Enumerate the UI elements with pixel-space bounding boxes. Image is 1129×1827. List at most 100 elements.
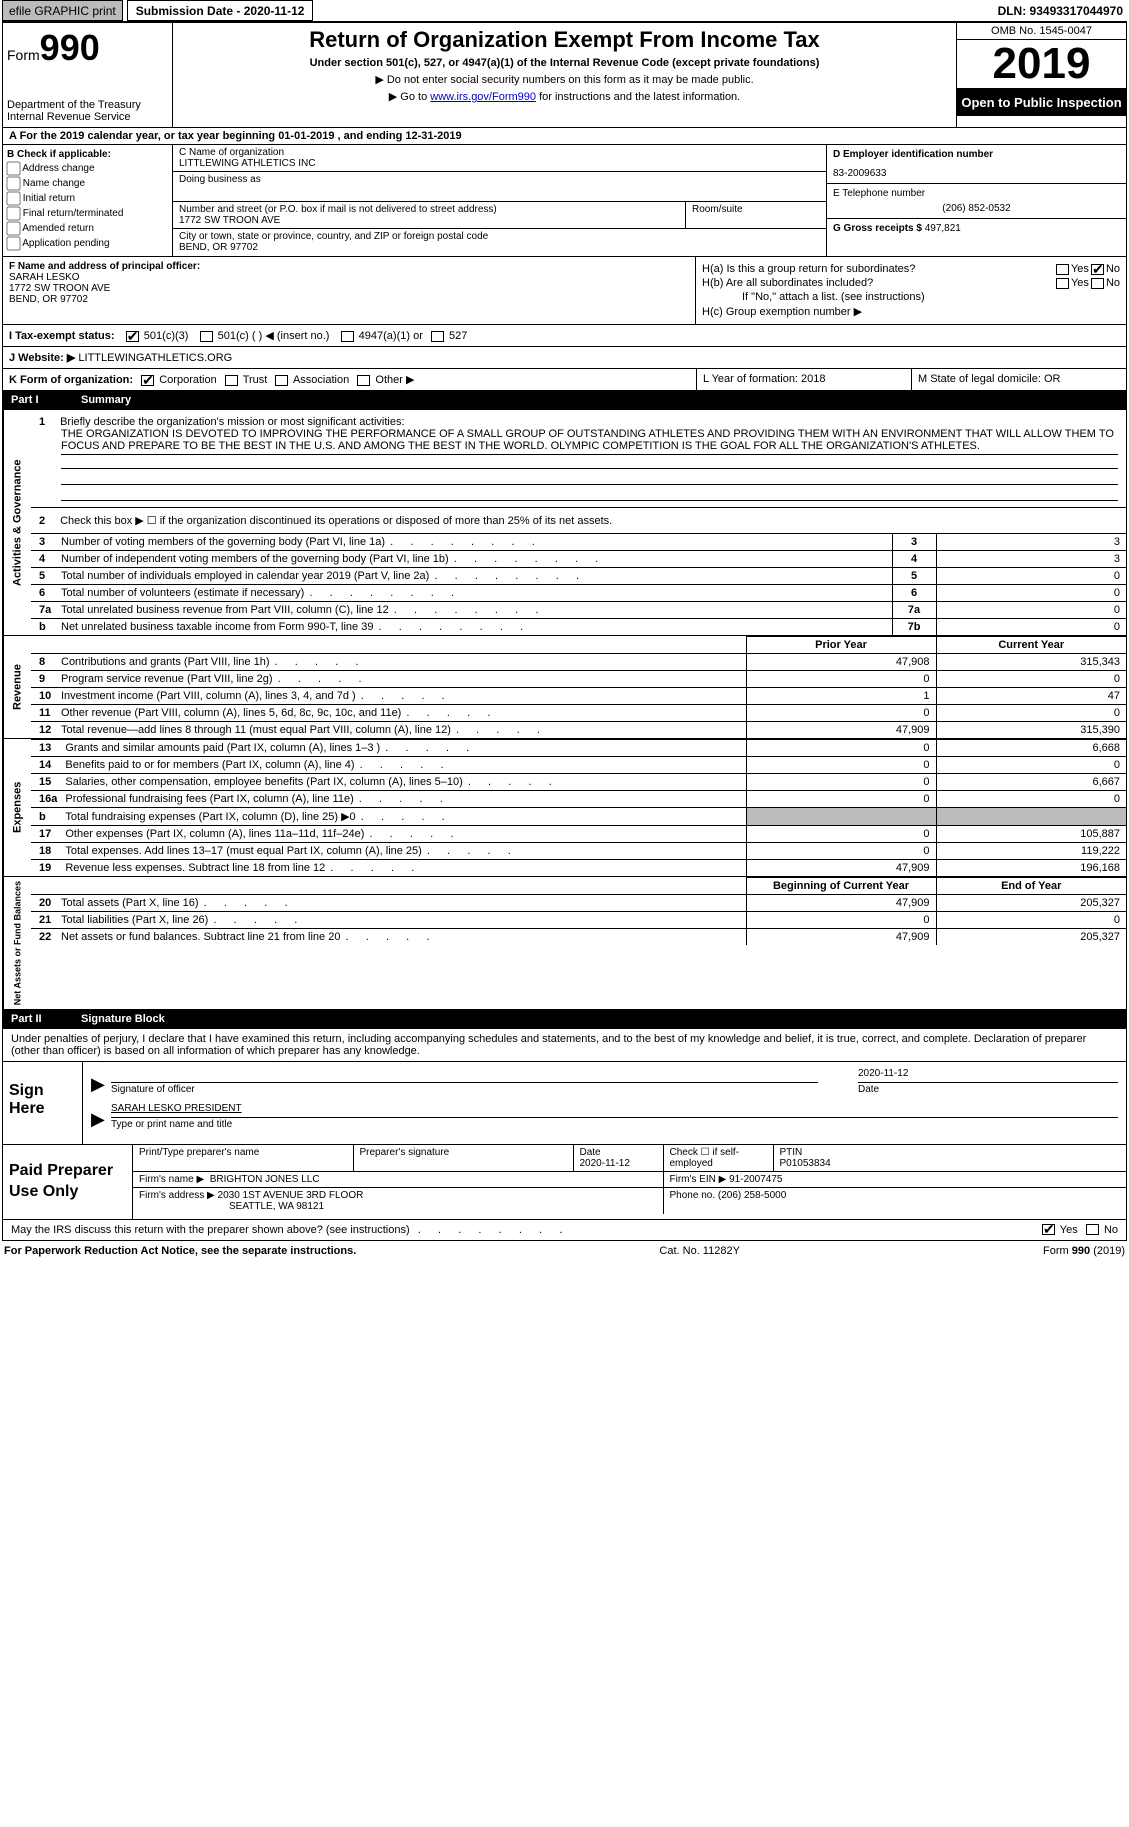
prep-date-label: Date (580, 1147, 601, 1158)
box-d-e-g: D Employer identification number 83-2009… (826, 145, 1126, 256)
irs-link[interactable]: www.irs.gov/Form990 (430, 91, 536, 103)
paid-preparer-block: Paid Preparer Use Only Print/Type prepar… (2, 1145, 1127, 1220)
boy-header: Beginning of Current Year (746, 878, 936, 895)
officer-name: SARAH LESKO (9, 272, 689, 283)
lines-3-7-table: 3Number of voting members of the governi… (31, 533, 1126, 635)
omb-number: OMB No. 1545-0047 (957, 23, 1126, 40)
table-row: 20Total assets (Part X, line 16)47,90920… (31, 895, 1126, 912)
form-990-page: efile GRAPHIC print Submission Date - 20… (0, 0, 1129, 1261)
hb-label: H(b) Are all subordinates included? (702, 277, 1054, 289)
table-row: 16aProfessional fundraising fees (Part I… (31, 791, 1126, 808)
discuss-yes-cb[interactable] (1042, 1224, 1055, 1235)
box-b: B Check if applicable: Address change Na… (3, 145, 173, 256)
f-label: F Name and address of principal officer: (9, 261, 689, 272)
l-year-formation: L Year of formation: 2018 (696, 369, 911, 390)
table-row: 9Program service revenue (Part VIII, lin… (31, 671, 1126, 688)
dba-label: Doing business as (179, 174, 820, 185)
efile-print-button[interactable]: efile GRAPHIC print (2, 0, 123, 21)
cb-final-return[interactable]: Final return/terminated (7, 207, 168, 220)
firm-phone-label: Phone no. (670, 1190, 718, 1201)
sign-here-block: Sign Here ▶ Signature of officer 2020-11… (2, 1062, 1127, 1145)
gross-receipts: 497,821 (925, 223, 961, 234)
hb-note: If "No," attach a list. (see instruction… (742, 291, 925, 303)
g-label: G Gross receipts $ (833, 223, 925, 234)
cb-amended[interactable]: Amended return (7, 222, 168, 235)
cb-name-change[interactable]: Name change (7, 177, 168, 190)
summary-line: bNet unrelated business taxable income f… (31, 619, 1126, 636)
tab-expenses: Expenses (3, 739, 31, 876)
section-bcd: B Check if applicable: Address change Na… (2, 145, 1127, 257)
hb-yes-cb[interactable] (1056, 278, 1069, 289)
discuss-no-cb[interactable] (1086, 1224, 1099, 1235)
prep-date: 2020-11-12 (580, 1158, 630, 1169)
firm-ein: 91-2007475 (729, 1174, 782, 1185)
dept-treasury: Department of the Treasury (7, 99, 168, 111)
sig-date-label: Date (858, 1082, 1118, 1095)
firm-addr2: SEATTLE, WA 98121 (229, 1201, 324, 1212)
cb-app-pending[interactable]: Application pending (7, 237, 168, 250)
part-2-title: Signature Block (81, 1013, 165, 1025)
table-row: 15Salaries, other compensation, employee… (31, 774, 1126, 791)
box-h: H(a) Is this a group return for subordin… (696, 257, 1126, 324)
sign-here-label: Sign Here (3, 1062, 83, 1144)
revenue-table: Prior Year Current Year 8Contributions a… (31, 636, 1126, 738)
eoy-header: End of Year (936, 878, 1126, 895)
table-row: 17Other expenses (Part IX, column (A), l… (31, 826, 1126, 843)
table-row: 12Total revenue—add lines 8 through 11 (… (31, 722, 1126, 739)
officer-printed-name: SARAH LESKO PRESIDENT (111, 1103, 1118, 1117)
officer-addr1: 1772 SW TROON AVE (9, 283, 689, 294)
l1-label: Briefly describe the organization's miss… (60, 416, 404, 428)
firm-name: BRIGHTON JONES LLC (210, 1174, 320, 1185)
open-to-public: Open to Public Inspection (957, 89, 1126, 116)
sig-date: 2020-11-12 (858, 1068, 1118, 1082)
cb-trust[interactable] (225, 375, 238, 386)
firm-addr-label: Firm's address ▶ (139, 1190, 215, 1201)
row-j: J Website: ▶ LITTLEWINGATHLETICS.ORG (2, 347, 1127, 369)
e-label: E Telephone number (833, 188, 1120, 199)
net-assets-table: Beginning of Current Year End of Year 20… (31, 877, 1126, 945)
cb-4947[interactable] (341, 331, 354, 342)
box-b-title: B Check if applicable: (7, 149, 168, 160)
table-row: bTotal fundraising expenses (Part IX, co… (31, 808, 1126, 826)
form-label: Form (7, 47, 40, 63)
ha-no-cb[interactable] (1091, 264, 1104, 275)
expenses-block: Expenses 13Grants and similar amounts pa… (2, 739, 1127, 877)
cb-assoc[interactable] (275, 375, 288, 386)
table-row: 22Net assets or fund balances. Subtract … (31, 929, 1126, 946)
cb-initial-return[interactable]: Initial return (7, 192, 168, 205)
cat-no: Cat. No. 11282Y (356, 1245, 1043, 1257)
cb-address-change[interactable]: Address change (7, 162, 168, 175)
omb-year-block: OMB No. 1545-0047 2019 Open to Public In… (956, 23, 1126, 127)
j-label: J Website: ▶ (9, 352, 75, 364)
table-row: 19Revenue less expenses. Subtract line 1… (31, 860, 1126, 877)
phone: (206) 852-0532 (833, 203, 1120, 214)
tab-net-assets: Net Assets or Fund Balances (3, 877, 31, 1009)
prep-sig-label: Preparer's signature (353, 1145, 573, 1172)
org-address: 1772 SW TROON AVE (179, 215, 679, 226)
c-label: C Name of organization (179, 147, 820, 158)
box-f: F Name and address of principal officer:… (3, 257, 696, 324)
cb-501c[interactable] (200, 331, 213, 342)
check-self-employed[interactable]: Check ☐ if self-employed (663, 1145, 773, 1172)
cb-527[interactable] (431, 331, 444, 342)
cb-corp[interactable] (141, 375, 154, 386)
activities-governance-block: Activities & Governance 1 Briefly descri… (2, 410, 1127, 636)
officer-addr2: BEND, OR 97702 (9, 294, 689, 305)
paperwork-notice: For Paperwork Reduction Act Notice, see … (4, 1245, 356, 1257)
cb-other[interactable] (357, 375, 370, 386)
form-number: 990 (40, 27, 100, 68)
mission-text: THE ORGANIZATION IS DEVOTED TO IMPROVING… (61, 428, 1118, 455)
expenses-table: 13Grants and similar amounts paid (Part … (31, 739, 1126, 876)
hb-no-cb[interactable] (1091, 278, 1104, 289)
revenue-block: Revenue Prior Year Current Year 8Contrib… (2, 636, 1127, 739)
submission-date: Submission Date - 2020-11-12 (127, 0, 314, 21)
form-subtitle-1: Under section 501(c), 527, or 4947(a)(1)… (181, 57, 948, 69)
firm-name-label: Firm's name ▶ (139, 1174, 204, 1185)
summary-line: 3Number of voting members of the governi… (31, 534, 1126, 551)
cb-501c3[interactable] (126, 331, 139, 342)
part-1-header: Part I Summary (2, 391, 1127, 410)
summary-line: 4Number of independent voting members of… (31, 551, 1126, 568)
discuss-row: May the IRS discuss this return with the… (2, 1220, 1127, 1241)
ha-yes-cb[interactable] (1056, 264, 1069, 275)
ha-label: H(a) Is this a group return for subordin… (702, 263, 1054, 275)
